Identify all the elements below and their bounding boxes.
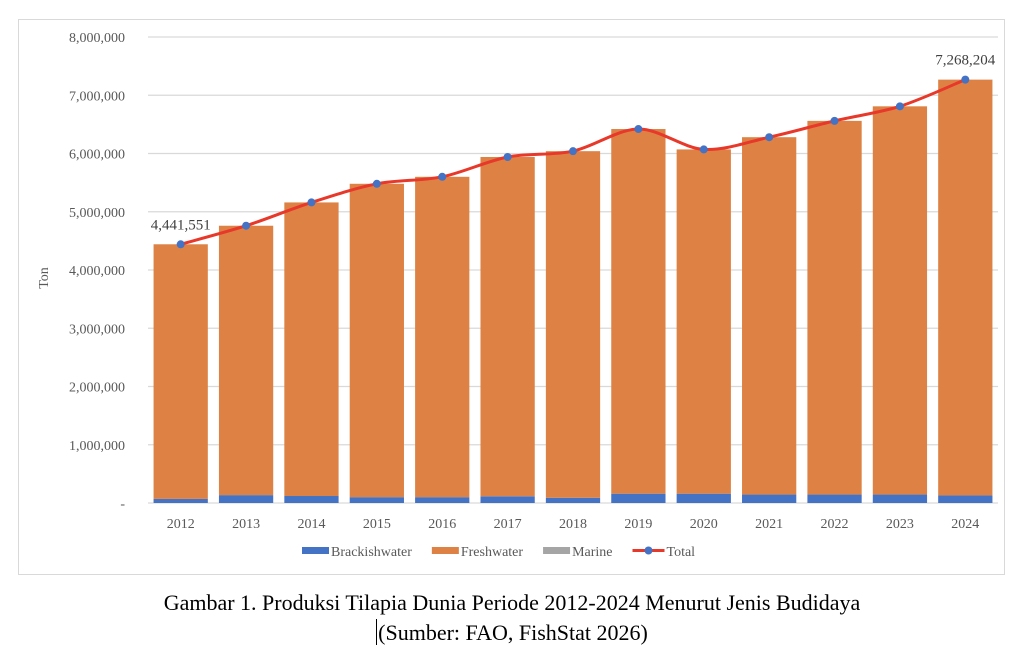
figure-source-text: (Sumber: FAO, FishStat 2026): [378, 620, 648, 645]
figure-caption: Gambar 1. Produksi Tilapia Dunia Periode…: [163, 590, 861, 615]
data-labels: 4,441,551 7,268,204: [151, 53, 996, 234]
bar-freshwater-2022: [807, 120, 862, 495]
legend-label-freshwater: Freshwater: [461, 545, 524, 560]
bar-freshwater-2014: [284, 202, 339, 497]
total-point-2023: [895, 102, 904, 111]
bar-brackishwater-2015: [349, 497, 404, 503]
y-tick-label: 2,000,000: [69, 381, 125, 396]
x-tick-label: 2014: [297, 517, 325, 532]
y-tick-label: 3,000,000: [69, 322, 125, 337]
text-cursor: [376, 619, 378, 645]
y-tick-label: 7,000,000: [69, 89, 125, 104]
bar-freshwater-2019: [611, 129, 666, 494]
x-tick-label: 2022: [821, 517, 849, 532]
total-point-2013: [242, 221, 251, 230]
total-point-2020: [699, 145, 708, 154]
total-point-2017: [503, 152, 512, 161]
y-tick-label: -: [120, 497, 125, 512]
bar-freshwater-2024: [938, 79, 993, 496]
bar-brackishwater-2012: [153, 498, 208, 503]
bar-freshwater-2023: [872, 106, 928, 495]
y-axis-ticks: - 1,000,000 2,000,000 3,000,000 4,000,000 5,0…: [69, 31, 125, 512]
data-label-2024: 7,268,204: [935, 53, 996, 69]
legend-label-brackishwater: Brackishwater: [331, 545, 412, 560]
x-tick-label: 2023: [886, 517, 914, 532]
y-axis-label: Ton: [37, 267, 52, 289]
x-tick-label: 2012: [167, 517, 195, 532]
x-tick-label: 2015: [363, 517, 391, 532]
bar-brackishwater-2018: [545, 497, 601, 503]
y-tick-label: 8,000,000: [69, 31, 125, 46]
bars: [153, 79, 993, 503]
x-tick-label: 2024: [951, 517, 979, 532]
total-point-2024: [961, 75, 970, 84]
bar-freshwater-2021: [742, 137, 797, 495]
y-tick-label: 6,000,000: [69, 148, 125, 163]
x-tick-label: 2017: [494, 517, 522, 532]
bar-freshwater-2018: [545, 151, 601, 498]
y-tick-label: 4,000,000: [69, 264, 125, 279]
x-tick-label: 2018: [559, 517, 587, 532]
bar-brackishwater-2021: [742, 494, 797, 503]
bar-brackishwater-2017: [480, 496, 535, 503]
total-point-2015: [372, 179, 381, 188]
total-point-2021: [765, 133, 774, 142]
bar-brackishwater-2013: [218, 495, 274, 503]
x-tick-label: 2016: [428, 517, 456, 532]
legend-marker-total: [644, 546, 653, 555]
total-line: [176, 75, 970, 249]
legend-swatch-marine: [543, 547, 571, 554]
legend-label-total: Total: [667, 545, 696, 560]
total-point-2018: [569, 147, 577, 156]
bar-brackishwater-2023: [872, 494, 928, 503]
x-tick-label: 2021: [755, 517, 783, 532]
bar-freshwater-2016: [415, 176, 470, 498]
bar-freshwater-2017: [480, 156, 535, 497]
y-tick-label: 5,000,000: [69, 206, 125, 221]
bar-brackishwater-2016: [415, 497, 470, 503]
data-label-2012: 4,441,551: [151, 217, 211, 233]
bar-brackishwater-2024: [938, 495, 993, 503]
bar-brackishwater-2022: [807, 494, 862, 503]
bar-freshwater-2015: [349, 183, 404, 498]
x-tick-label: 2020: [690, 517, 718, 532]
bar-brackishwater-2020: [676, 493, 731, 503]
total-point-2019: [634, 125, 643, 134]
bar-freshwater-2013: [218, 225, 274, 496]
x-tick-label: 2013: [232, 517, 260, 532]
y-tick-label: 1,000,000: [69, 439, 125, 454]
bar-freshwater-2012: [153, 244, 208, 499]
chart-frame: - 1,000,000 2,000,000 3,000,000 4,000,000 5,0…: [18, 19, 1005, 575]
total-point-2016: [438, 172, 447, 181]
figure-source: (Sumber: FAO, FishStat 2026): [0, 619, 1024, 646]
legend-label-marine: Marine: [572, 545, 612, 560]
x-tick-label: 2019: [624, 517, 652, 532]
legend-swatch-freshwater: [431, 547, 459, 554]
x-axis-ticks: 2012 2013 2014 2015 2016 2017 2018 2019 2020 2021…: [167, 517, 980, 532]
bar-brackishwater-2014: [284, 496, 339, 503]
total-point-2012: [176, 240, 185, 249]
bar-freshwater-2020: [676, 149, 731, 494]
chart: - 1,000,000 2,000,000 3,000,000 4,000,000 5,0…: [37, 31, 998, 560]
total-point-2022: [830, 116, 839, 125]
bar-brackishwater-2019: [611, 493, 666, 503]
legend: Brackishwater Freshwater Marine Total: [302, 545, 695, 560]
legend-swatch-brackishwater: [302, 547, 329, 554]
total-point-2014: [307, 198, 316, 207]
